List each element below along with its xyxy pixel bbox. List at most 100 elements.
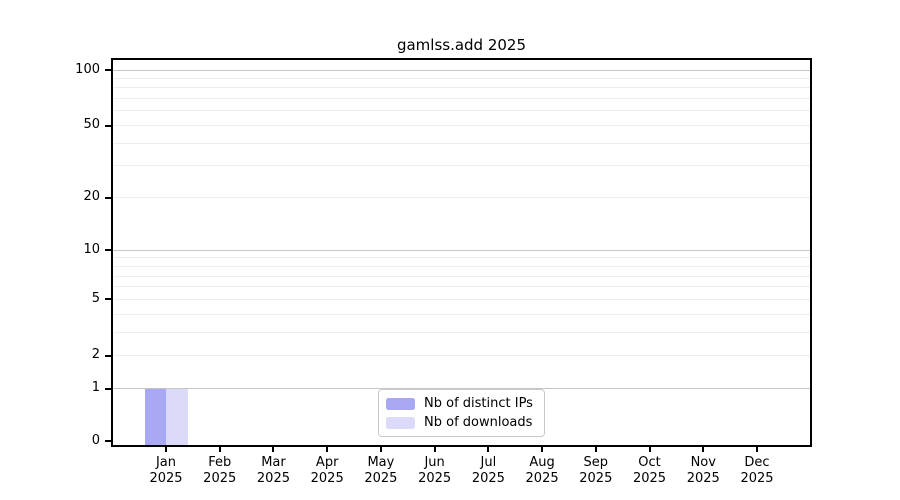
gridline-minor bbox=[113, 197, 810, 199]
x-tick-label: Jul 2025 bbox=[448, 455, 528, 487]
x-tick-label-year: 2025 bbox=[364, 471, 398, 486]
y-tick-label: 50 bbox=[83, 117, 100, 133]
x-tick-label-year: 2025 bbox=[740, 471, 774, 486]
x-tick-label: Apr 2025 bbox=[287, 455, 367, 487]
x-tick-label-year: 2025 bbox=[310, 471, 344, 486]
legend-item-downloads: Nb of downloads bbox=[386, 415, 537, 430]
legend-label-distinct-ips: Nb of distinct IPs bbox=[424, 396, 533, 411]
x-tick bbox=[379, 447, 382, 452]
x-tick bbox=[541, 447, 544, 452]
right-spine bbox=[810, 58, 812, 447]
gridline-major bbox=[113, 249, 810, 251]
x-tick-label-year: 2025 bbox=[525, 471, 559, 486]
x-tick-label-year: 2025 bbox=[418, 471, 452, 486]
y-tick-label: 1 bbox=[91, 380, 100, 396]
y-tick bbox=[105, 354, 112, 357]
x-tick-label-year: 2025 bbox=[203, 471, 237, 486]
x-tick bbox=[755, 447, 758, 452]
x-tick bbox=[326, 447, 329, 452]
y-tick-label: 0 bbox=[91, 432, 100, 448]
legend-item-distinct-ips: Nb of distinct IPs bbox=[386, 396, 537, 411]
x-tick-label-year: 2025 bbox=[471, 471, 505, 486]
gridline-minor bbox=[113, 110, 810, 112]
x-tick-label: Mar 2025 bbox=[233, 455, 313, 487]
x-tick-label-month: Dec bbox=[744, 455, 770, 470]
x-tick-label: Nov 2025 bbox=[663, 455, 743, 487]
x-tick-label: Jun 2025 bbox=[395, 455, 475, 487]
top-spine bbox=[111, 58, 812, 60]
gridline-minor bbox=[113, 257, 810, 259]
gridline-minor bbox=[113, 275, 810, 277]
gridline-minor bbox=[113, 125, 810, 127]
x-tick-label-month: Apr bbox=[315, 455, 339, 470]
gridline-minor bbox=[113, 286, 810, 288]
gridline-minor bbox=[113, 298, 810, 300]
x-tick-label-month: Feb bbox=[208, 455, 232, 470]
y-tick bbox=[105, 387, 112, 390]
x-tick-label: Feb 2025 bbox=[180, 455, 260, 487]
x-tick-label-year: 2025 bbox=[579, 471, 613, 486]
y-tick bbox=[105, 298, 112, 301]
x-tick-label: Sep 2025 bbox=[556, 455, 636, 487]
chart-title: gamlss.add 2025 bbox=[396, 36, 527, 54]
x-tick-label: Aug 2025 bbox=[502, 455, 582, 487]
x-tick-label-month: Aug bbox=[529, 455, 555, 470]
gridline-minor bbox=[113, 265, 810, 267]
gridline-minor bbox=[113, 142, 810, 144]
bar-distinct_ips bbox=[144, 388, 166, 445]
x-tick-label-month: Sep bbox=[583, 455, 609, 470]
x-tick-label-month: Nov bbox=[690, 455, 716, 470]
left-spine bbox=[111, 58, 113, 447]
x-tick-label-year: 2025 bbox=[149, 471, 183, 486]
legend-swatch-distinct-ips bbox=[386, 397, 415, 410]
bar-downloads bbox=[166, 388, 188, 445]
y-tick-label: 5 bbox=[91, 290, 100, 306]
x-tick-label: Dec 2025 bbox=[717, 455, 797, 487]
gridline-major bbox=[113, 69, 810, 71]
gridline-minor bbox=[113, 77, 810, 79]
y-tick bbox=[105, 124, 112, 127]
x-tick bbox=[594, 447, 597, 452]
y-tick bbox=[105, 249, 112, 252]
gridline-minor bbox=[113, 313, 810, 315]
x-tick bbox=[218, 447, 221, 452]
legend-label-downloads: Nb of downloads bbox=[424, 415, 533, 430]
legend: Nb of distinct IPs Nb of downloads bbox=[378, 389, 545, 437]
gridline-minor bbox=[113, 165, 810, 167]
y-tick bbox=[105, 196, 112, 199]
x-tick-label: May 2025 bbox=[341, 455, 421, 487]
y-tick-label: 100 bbox=[75, 61, 100, 77]
x-tick-label-month: Jan bbox=[155, 455, 177, 470]
x-tick-label-year: 2025 bbox=[686, 471, 720, 486]
x-tick-label-month: Jun bbox=[424, 455, 445, 470]
legend-swatch-downloads bbox=[386, 416, 415, 429]
x-tick bbox=[487, 447, 490, 452]
gridline-minor bbox=[113, 331, 810, 333]
x-tick-label-year: 2025 bbox=[632, 471, 667, 486]
x-tick-label-month: May bbox=[367, 455, 395, 470]
gridline-major bbox=[113, 388, 810, 390]
x-tick-label: Oct 2025 bbox=[610, 455, 690, 487]
y-tick bbox=[105, 69, 112, 71]
x-tick bbox=[702, 447, 705, 452]
bottom-spine bbox=[111, 445, 812, 447]
x-tick-label-month: Mar bbox=[261, 455, 286, 470]
gridline-minor bbox=[113, 355, 810, 357]
x-tick bbox=[648, 447, 651, 452]
x-tick bbox=[433, 447, 436, 452]
x-tick-label-month: Oct bbox=[638, 455, 661, 470]
x-tick-label: Jan 2025 bbox=[126, 455, 206, 487]
gridline-minor bbox=[113, 98, 810, 100]
y-tick-label: 10 bbox=[83, 241, 100, 257]
x-tick bbox=[165, 447, 167, 452]
x-tick bbox=[272, 447, 275, 452]
y-tick-label: 20 bbox=[83, 189, 100, 205]
y-tick-label: 2 bbox=[91, 347, 100, 363]
x-tick-label-year: 2025 bbox=[256, 471, 290, 486]
